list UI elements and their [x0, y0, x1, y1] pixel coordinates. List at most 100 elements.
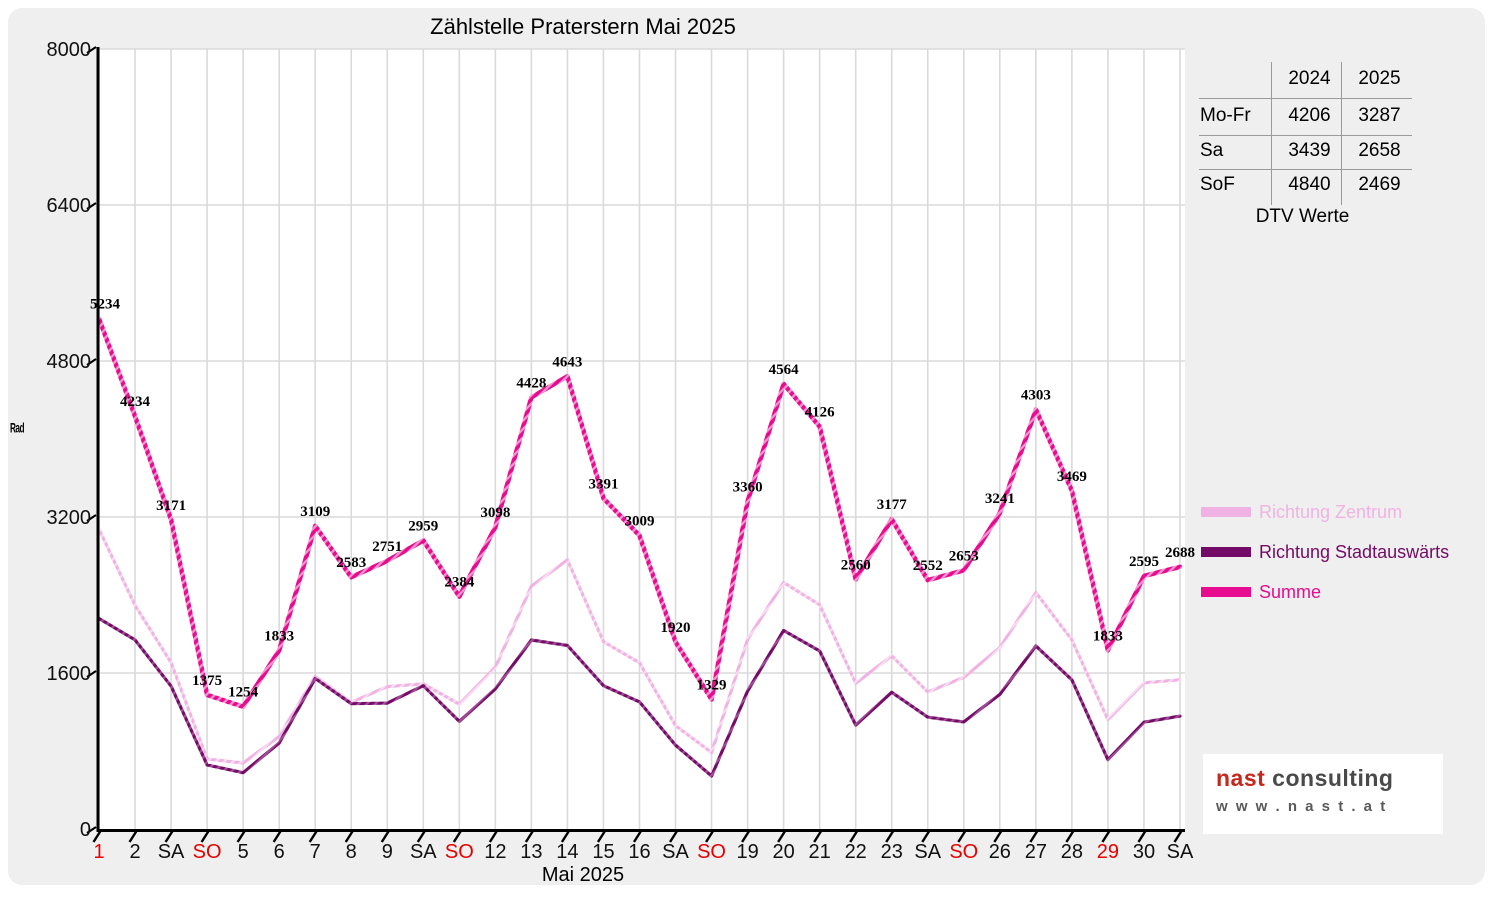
y-tick-label: 1600 [47, 663, 92, 685]
summe-value-label: 2552 [913, 558, 943, 574]
x-tick [705, 830, 715, 843]
summe-value-label: 2583 [336, 555, 366, 571]
summe-value-label: 2560 [841, 557, 871, 573]
y-tick [86, 670, 97, 678]
summe-value-label: 4428 [516, 375, 546, 391]
summe-value-label: 1375 [192, 673, 222, 689]
x-tick [416, 830, 426, 843]
summe-value-label: 2688 [1165, 545, 1195, 561]
x-tick [596, 830, 606, 843]
table-vline [1271, 62, 1272, 205]
table-col-header: 2024 [1288, 68, 1331, 89]
summe-value-label: 1920 [661, 620, 691, 636]
summe-value-label: 1833 [1093, 628, 1123, 644]
x-axis-title: Mai 2025 [542, 864, 624, 886]
x-tick-label: 1 [93, 841, 104, 863]
legend-swatch-stadtauswaerts [1201, 547, 1251, 557]
x-tick-label: 20 [773, 841, 795, 863]
chart-legend: Richtung Zentrum Richtung Stadtauswärts … [1201, 492, 1449, 612]
logo-url: w w w . n a s t . a t [1216, 798, 1388, 815]
series-line-summe [96, 316, 1183, 710]
summe-value-label: 5234 [90, 297, 121, 313]
table-col-header: 2025 [1358, 68, 1401, 89]
x-tick [1137, 830, 1147, 843]
series-line-zentrum [97, 527, 1182, 765]
summe-value-label: 4643 [552, 354, 582, 370]
table-value: 3287 [1358, 105, 1401, 126]
nast-consulting-logo: nast consulting w w w . n a s t . a t [1203, 754, 1443, 834]
x-tick [308, 830, 318, 843]
x-tick [777, 830, 787, 843]
x-tick-label: 26 [989, 841, 1011, 863]
x-tick-label: 2 [129, 841, 140, 863]
logo-brand-red: nast [1216, 765, 1266, 791]
x-tick [1101, 830, 1111, 843]
summe-value-label: 3171 [156, 498, 186, 514]
y-tick [86, 358, 97, 366]
legend-swatch-zentrum [1201, 507, 1251, 517]
y-tick-label: 8000 [47, 39, 92, 61]
x-tick [993, 830, 1003, 843]
x-tick [669, 830, 679, 843]
summe-value-label: 4234 [120, 394, 151, 410]
summe-value-label: 3098 [480, 505, 510, 521]
x-tick-label: 28 [1061, 841, 1083, 863]
x-tick-label: 29 [1097, 841, 1119, 863]
summe-value-label: 3009 [624, 514, 654, 530]
x-tick-label: SO [697, 841, 726, 863]
y-tick [86, 46, 97, 54]
plot-area [97, 49, 1185, 830]
y-tick-label: 4800 [47, 351, 92, 373]
x-tick-label: SO [445, 841, 474, 863]
x-tick [1029, 830, 1039, 843]
x-tick-label: 22 [845, 841, 867, 863]
series-line-stadtauswaerts [97, 616, 1182, 778]
x-tick [524, 830, 534, 843]
legend-item: Summe [1201, 572, 1449, 612]
x-tick-label: 27 [1025, 841, 1047, 863]
x-tick [885, 830, 895, 843]
x-tick [632, 830, 643, 843]
x-tick [560, 830, 570, 843]
summe-value-label: 3391 [588, 476, 618, 492]
summe-value-label: 4564 [769, 362, 800, 378]
x-tick-label: SO [193, 841, 222, 863]
y-tick [86, 826, 97, 834]
x-tick-label: 30 [1133, 841, 1155, 863]
y-axis-title: Rad [10, 420, 24, 437]
summe-value-label: 2751 [372, 539, 402, 555]
y-tick-label: 0 [80, 819, 91, 841]
x-tick [921, 830, 931, 843]
x-tick [452, 830, 462, 843]
table-hline [1199, 169, 1412, 170]
x-tick [128, 830, 138, 843]
summe-value-label: 4303 [1021, 387, 1051, 403]
x-tick-label: SA [1167, 841, 1194, 863]
x-tick [236, 830, 246, 843]
summe-value-label: 3177 [877, 497, 908, 513]
x-tick-label: 5 [238, 841, 249, 863]
x-tick [344, 830, 354, 843]
summe-value-label: 1254 [228, 685, 259, 701]
x-tick-label: 19 [736, 841, 758, 863]
x-tick-label: 13 [520, 841, 542, 863]
summe-value-label: 3360 [733, 479, 763, 495]
summe-value-label: 3241 [985, 491, 1015, 507]
table-value: 2658 [1358, 140, 1401, 161]
x-tick-label: 8 [346, 841, 357, 863]
summe-value-label: 2959 [408, 518, 438, 534]
summe-value-label: 1833 [264, 628, 294, 644]
x-tick-label: 21 [809, 841, 831, 863]
x-tick [200, 830, 210, 843]
x-tick-label: 16 [628, 841, 650, 863]
summe-value-label: 3109 [300, 504, 330, 520]
table-value: 2469 [1358, 174, 1401, 195]
legend-item: Richtung Stadtauswärts [1201, 532, 1449, 572]
x-tick-label: SO [949, 841, 978, 863]
legend-label: Summe [1259, 581, 1322, 602]
x-tick-label: 15 [592, 841, 614, 863]
y-tick-label: 3200 [47, 507, 92, 529]
table-row-label: Mo-Fr [1200, 105, 1251, 126]
table-hline [1199, 98, 1412, 99]
